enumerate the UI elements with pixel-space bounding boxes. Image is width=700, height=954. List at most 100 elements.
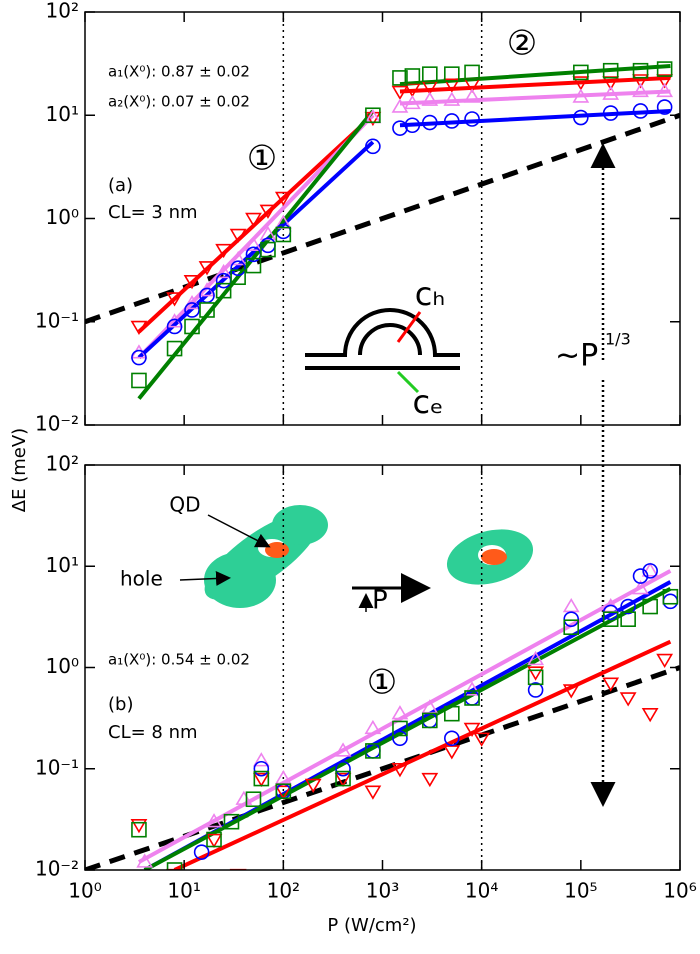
point — [335, 760, 351, 777]
point — [620, 611, 636, 627]
annotation: (a) — [108, 175, 133, 196]
y-tick-label: 10⁰ — [46, 205, 79, 229]
point — [365, 743, 381, 759]
point — [632, 103, 649, 119]
x-tick-label: 10³ — [366, 879, 399, 903]
point — [199, 302, 215, 318]
point — [656, 653, 674, 669]
annotation: ② — [507, 24, 537, 64]
fit-line — [137, 75, 671, 334]
point — [198, 261, 216, 276]
point — [245, 212, 262, 228]
point — [662, 593, 679, 610]
point — [334, 772, 352, 788]
point — [443, 91, 461, 106]
point — [391, 763, 409, 778]
point — [444, 66, 460, 82]
point — [527, 669, 544, 686]
annotation: 1/3 — [605, 330, 631, 349]
point — [392, 70, 408, 86]
fit-line — [137, 89, 671, 359]
point — [642, 598, 658, 615]
x-tick-label: 10⁵ — [564, 879, 597, 903]
point — [230, 269, 246, 286]
point — [304, 778, 322, 794]
point — [562, 597, 580, 613]
point — [184, 318, 200, 335]
y-tick-label: 10⁻² — [35, 857, 79, 881]
point — [229, 228, 247, 244]
plot-area — [85, 465, 680, 870]
point — [193, 844, 210, 860]
point — [422, 66, 438, 82]
point — [572, 88, 590, 103]
point — [131, 372, 147, 389]
point — [562, 684, 580, 699]
point — [364, 785, 382, 800]
point — [422, 712, 438, 729]
point — [184, 302, 200, 318]
annotation: a₂(X⁰): 0.07 ± 0.02 — [108, 93, 250, 111]
point — [632, 74, 649, 89]
point — [422, 114, 438, 131]
point — [463, 681, 481, 696]
point — [166, 862, 183, 870]
point — [215, 263, 233, 279]
x-tick-label: 10¹ — [167, 879, 200, 903]
point — [253, 770, 270, 787]
annotation: a₁(X⁰): 0.87 ± 0.02 — [108, 63, 250, 81]
point — [136, 853, 154, 868]
x-tick-label: 10⁶ — [663, 879, 696, 903]
annotation: P — [372, 586, 388, 616]
schematic — [305, 308, 460, 394]
annotation: ① — [247, 139, 277, 179]
annotation: hole — [120, 567, 163, 591]
point — [334, 742, 352, 757]
x-tick-label: 10⁴ — [465, 879, 498, 903]
point — [632, 62, 649, 79]
annotation: cₑ — [413, 383, 444, 421]
point — [527, 650, 545, 666]
point — [364, 111, 382, 127]
point — [392, 720, 408, 737]
point — [229, 868, 247, 870]
point — [335, 770, 351, 787]
point — [245, 791, 262, 808]
point — [230, 260, 246, 277]
point — [632, 568, 649, 584]
x-axis-label: P (W/cm²) — [327, 915, 416, 936]
point — [252, 752, 270, 767]
point — [527, 682, 544, 698]
point — [183, 274, 201, 290]
point — [444, 705, 460, 722]
y-tick-label: 10⁰ — [46, 654, 79, 678]
point — [573, 109, 589, 126]
point — [245, 257, 262, 274]
point — [183, 294, 201, 310]
point — [473, 732, 491, 747]
point — [421, 91, 439, 106]
point — [573, 64, 589, 81]
point — [131, 821, 147, 838]
y-tick-label: 10¹ — [46, 102, 79, 126]
point — [641, 562, 659, 577]
point — [365, 138, 381, 155]
point — [245, 236, 262, 252]
annotation: ① — [367, 663, 397, 703]
point — [130, 320, 148, 336]
point — [235, 790, 253, 805]
point — [656, 74, 674, 89]
point — [463, 722, 481, 738]
x-tick-label: 10⁰ — [68, 879, 101, 903]
y-tick-label: 10¹ — [46, 553, 79, 577]
point — [223, 813, 240, 830]
point — [166, 292, 183, 307]
point — [392, 730, 408, 747]
point — [464, 690, 480, 706]
point — [215, 282, 232, 299]
annotation: a₁(X⁰): 0.54 ± 0.02 — [108, 651, 250, 669]
point — [259, 225, 277, 241]
point — [404, 117, 421, 134]
point — [602, 62, 619, 79]
